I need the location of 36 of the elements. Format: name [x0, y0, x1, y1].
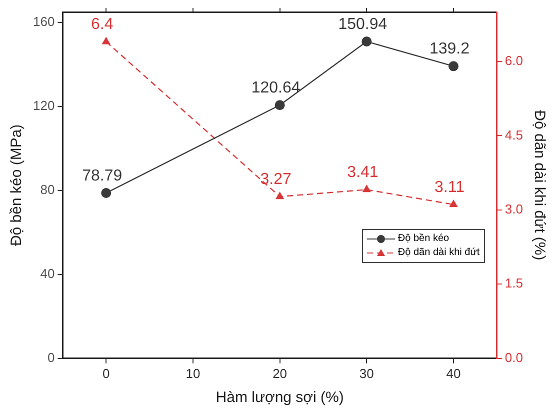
- y-tick-label: 160: [32, 14, 55, 30]
- point: [274, 100, 285, 110]
- y-axis-title: Độ bền kéo (MPa): [8, 124, 26, 246]
- point: [362, 36, 372, 47]
- y-tick-label: 120: [32, 98, 55, 114]
- y-tick-label: 80: [40, 182, 55, 198]
- y-tick-label: 0: [47, 350, 55, 365]
- x-tick-label: 10: [186, 366, 200, 381]
- x-tick-label: 30: [359, 366, 374, 381]
- legend-label: Độ bền kéo: [398, 232, 450, 246]
- x-tick-label: 0: [102, 366, 110, 381]
- y2-tick-label: 6.0: [504, 53, 524, 68]
- x-tick-label: 40: [446, 366, 461, 381]
- point: [275, 192, 284, 200]
- data-label: 150.94: [338, 16, 388, 33]
- point: [448, 61, 459, 72]
- legend-label: Độ dãn dài khi đứt: [398, 246, 480, 260]
- y2-tick-label: 0.0: [504, 350, 524, 365]
- data-label: 78.79: [82, 167, 122, 184]
- x-axis-title: Hàm lượng sợi (%): [216, 389, 344, 406]
- y2-tick-label: 1.5: [504, 276, 524, 291]
- y2-axis-title: Độ dãn dài khi đứt (%): [530, 110, 548, 260]
- data-label: 3.11: [434, 178, 465, 196]
- y2-tick-label: 4.5: [504, 127, 524, 142]
- y2-tick-label: 3.0: [504, 202, 524, 217]
- data-label: 3.41: [347, 164, 378, 182]
- data-label: 120.64: [251, 80, 300, 97]
- point: [101, 188, 112, 198]
- point: [362, 184, 371, 192]
- y-tick-label: 40: [40, 266, 55, 281]
- point: [102, 36, 110, 44]
- data-label: 3.27: [260, 170, 292, 188]
- point: [449, 200, 458, 207]
- data-label: 6.4: [90, 16, 114, 34]
- data-label: 139.2: [429, 40, 470, 58]
- x-tick-label: 20: [272, 366, 288, 381]
